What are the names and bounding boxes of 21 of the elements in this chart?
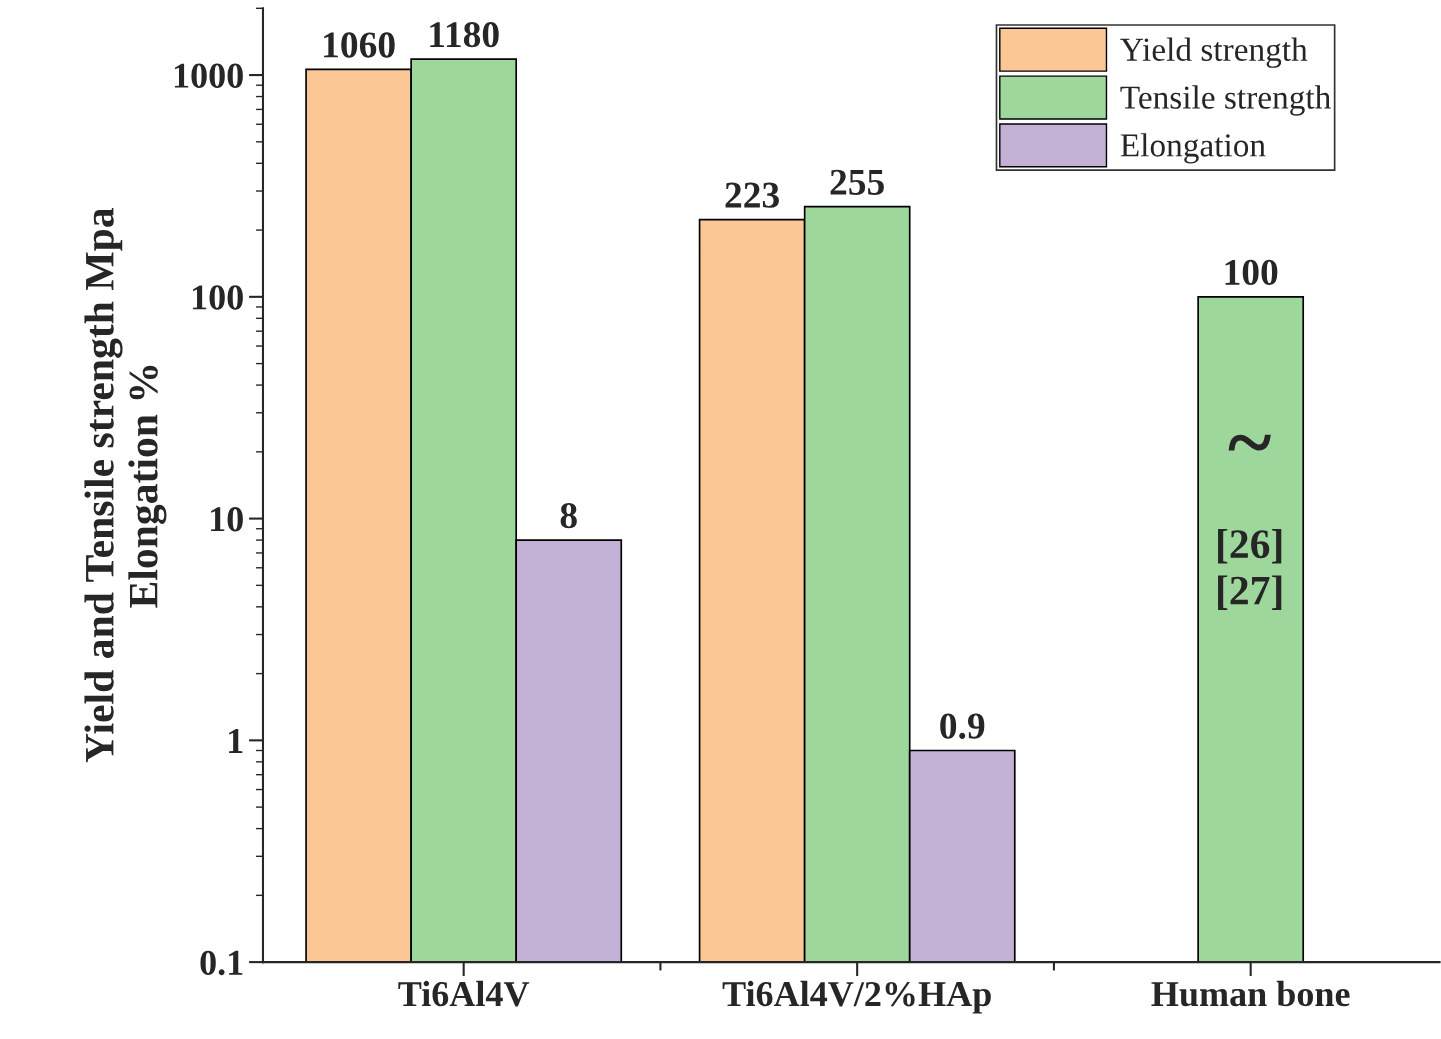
annotation: [26] [27] <box>1218 528 1282 610</box>
data-label: 0.9 <box>940 713 985 739</box>
x-tick-label: Human bone <box>1151 980 1350 1007</box>
legend-label: Yield strength <box>1120 37 1308 68</box>
data-label: 100 <box>1225 259 1278 286</box>
y-tick-label: 1000 <box>174 63 243 88</box>
y-axis-title: Yield and Tensile strength Mpa Elongation % <box>84 207 167 763</box>
y-tick-label: 10 <box>211 507 243 532</box>
y-tick-label: 1 <box>229 729 243 753</box>
y-tick-label: 100 <box>192 285 243 310</box>
data-label: 1060 <box>324 32 395 58</box>
data-label: 8 <box>560 502 577 529</box>
legend-label: Tensile strength <box>1120 85 1331 116</box>
data-label: 1180 <box>430 22 499 48</box>
legend-label: Elongation <box>1120 133 1266 164</box>
data-label: 223 <box>725 182 779 208</box>
y-tick-label: 0.1 <box>200 950 243 976</box>
x-tick-label: Ti6Al4V/2%HAp <box>722 980 991 1014</box>
data-label: 255 <box>830 169 884 195</box>
annotation: ~ <box>1228 434 1271 451</box>
x-tick-label: Ti6Al4V <box>398 980 530 1007</box>
